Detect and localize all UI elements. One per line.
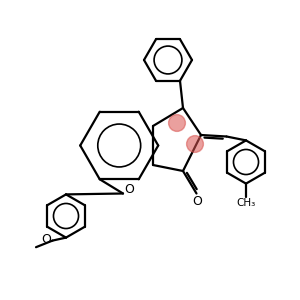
Text: O: O [125,183,134,196]
Text: CH₃: CH₃ [236,197,256,208]
Text: O: O [41,232,51,246]
Circle shape [187,136,203,152]
Circle shape [169,115,185,131]
Text: O: O [192,195,202,208]
